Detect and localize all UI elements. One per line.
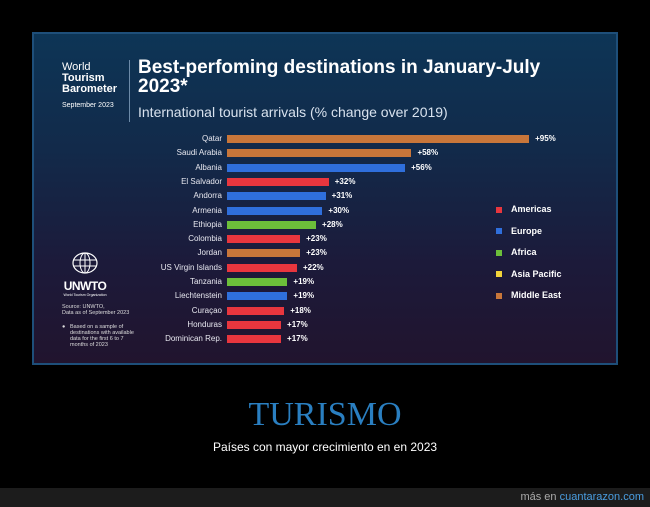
footnote-text: Based on a sample of destinations with a… [70,324,134,348]
source-line: Source: UNWTO, [62,304,105,310]
legend-item: Europe [496,226,542,236]
legend-swatch [496,292,502,299]
data-label: +18% [290,305,311,315]
legend-label: Asia Pacific [511,268,562,279]
legend-swatch [496,249,502,256]
brand-block: World Tourism Barometer September 2023 [62,62,117,111]
legend-label: Middle East [511,290,562,300]
bar [227,220,317,229]
legend-item: Americas [496,204,552,214]
bar [227,163,406,172]
data-label: +31% [331,191,353,201]
data-label: +23% [306,234,327,244]
bar [227,306,285,315]
legend-item: Africa [496,247,537,257]
category-label: Dominican Rep. [165,334,222,344]
category-label: Colombia [188,234,222,244]
brand-line: Tourism [62,72,105,84]
globe-icon [72,252,98,274]
brand-line: Barometer [62,83,118,95]
legend-item: Asia Pacific [496,269,562,279]
data-label: +17% [287,319,308,329]
bar [227,177,329,186]
legend-swatch [496,271,502,278]
data-label: +58% [417,148,439,158]
footer-bar: más en cuantarazon.com [0,488,650,507]
bar [227,335,282,344]
legend-label: Africa [511,247,537,257]
data-label: +22% [302,262,324,272]
legend-label: Americas [511,204,552,214]
bar [227,192,326,201]
category-label: Qatar [201,134,222,143]
category-label: Liechtenstein [174,291,222,301]
logo-subtext: World Tourism Organization [63,293,107,297]
logo-text: UNWTO [63,279,107,293]
data-label: +19% [293,291,315,301]
data-label: +56% [411,162,432,172]
infographic-card: World Tourism Barometer September 2023 B… [32,32,618,365]
footer-text: más en [520,491,560,503]
bar [227,135,530,143]
bar [227,278,288,286]
category-label: El Salvador [181,176,222,186]
legend-swatch [496,228,502,235]
legend-item: Middle East [496,290,561,300]
legend-swatch [496,206,502,213]
category-label: Andorra [193,191,222,201]
category-label: Honduras [187,319,222,329]
chart-title: Best-perfoming destinations in January-J… [138,57,541,97]
source-note: Source: UNWTO, Data as of September 2023 [62,304,129,316]
brand-date: September 2023 [62,102,114,109]
category-label: Jordan [197,248,222,258]
bar [227,249,301,258]
chart-subtitle: International tourist arrivals (% change… [138,104,448,120]
footnote: ● Based on a sample of destinations with … [62,324,134,348]
category-label: Curaçao [191,305,222,315]
site-link[interactable]: cuantarazon.com [559,491,644,503]
bar [227,206,323,215]
category-label: Saudi Arabia [176,148,222,158]
post-title: TURISMO [248,396,402,433]
bar [227,292,288,301]
data-label: +23% [306,248,327,258]
category-label: US Virgin Islands [160,262,222,272]
source-line: Data as of September 2023 [62,310,130,316]
divider [129,60,130,122]
category-label: Tanzania [189,277,222,286]
bar [227,149,412,158]
bar [227,320,282,329]
brand-line: World [62,61,91,73]
unwto-logo: UNWTO World Tourism Organization [60,252,110,297]
category-label: Armenia [192,205,222,215]
post-caption: Países con mayor crecimiento en en 2023 [212,440,438,454]
data-label: +19% [293,277,315,286]
category-label: Ethiopia [193,219,222,229]
category-label: Albania [195,162,222,172]
data-label: +28% [322,219,343,229]
bar [227,235,301,244]
data-label: +30% [328,205,350,215]
data-label: +95% [535,134,556,143]
legend-label: Europe [511,225,543,236]
data-label: +32% [334,176,356,186]
bar [227,263,297,272]
data-label: +17% [287,334,308,344]
